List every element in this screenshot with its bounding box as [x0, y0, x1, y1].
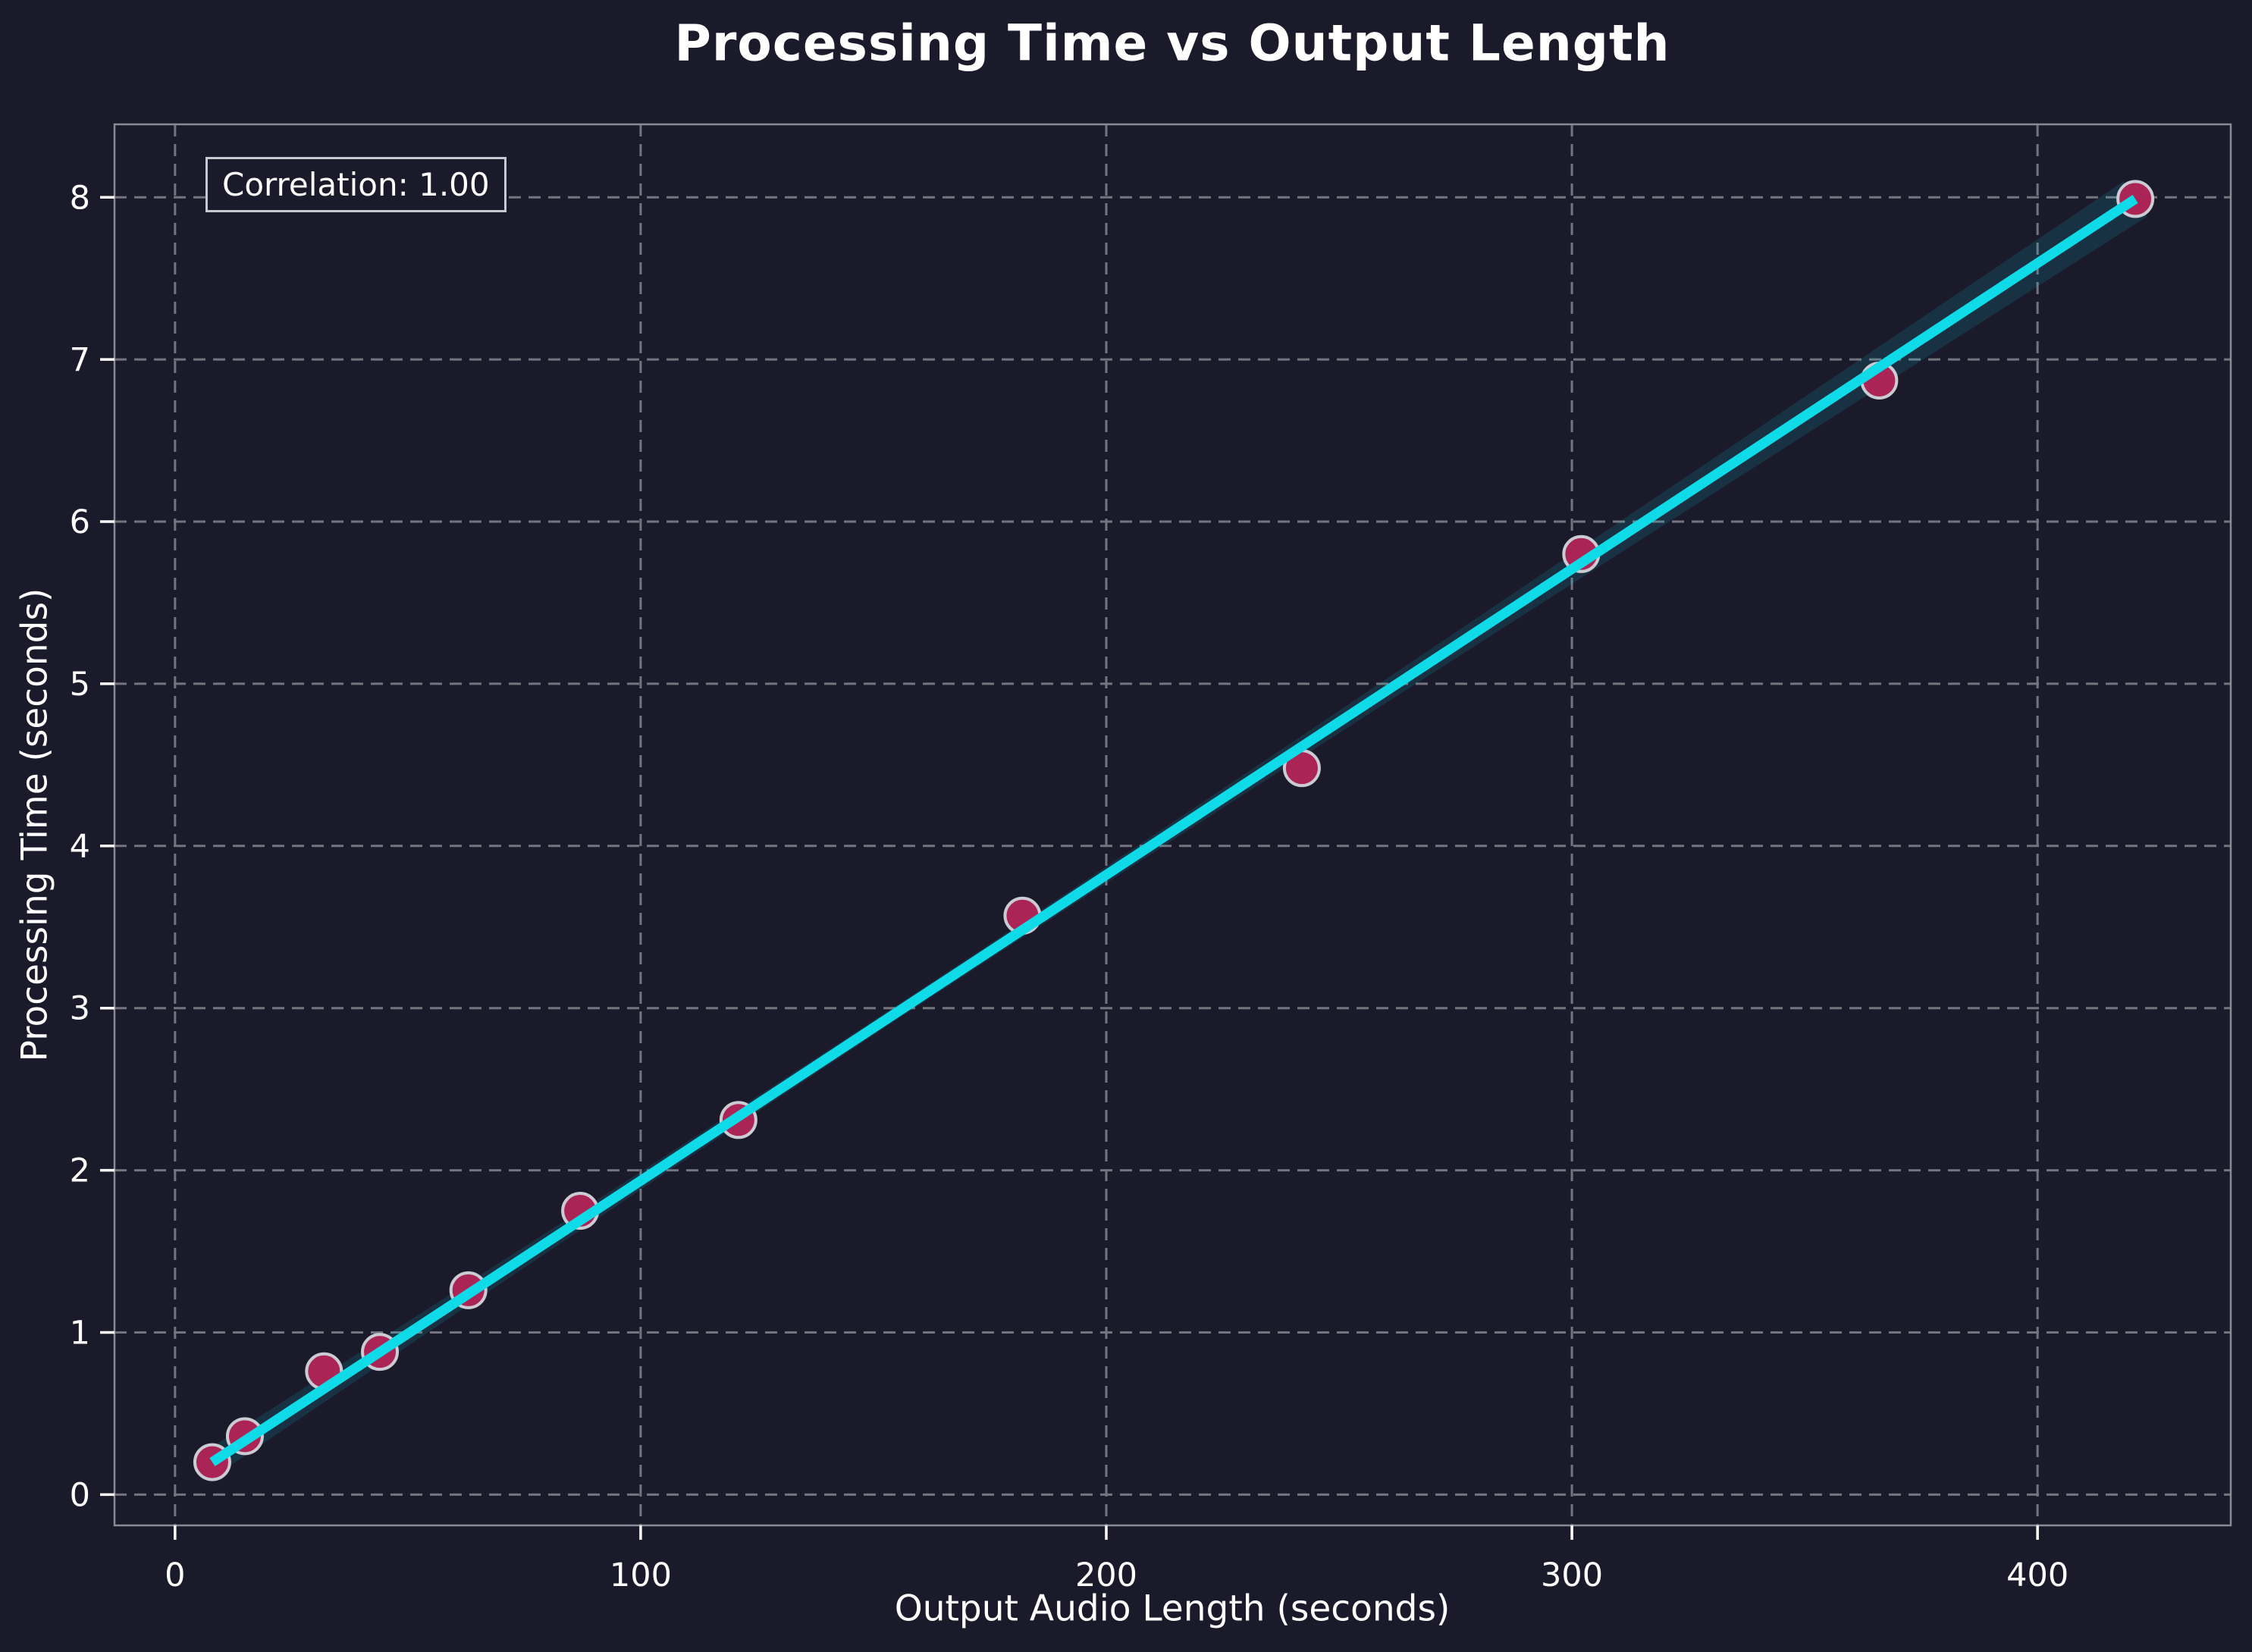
axis-ticks: [100, 196, 2039, 1540]
y-tick-label: 1: [70, 1314, 90, 1352]
correlation-annotation: Correlation: 1.00: [205, 157, 507, 212]
gridlines: [114, 124, 2231, 1525]
y-tick-label: 8: [70, 179, 90, 217]
tick-labels: 0 100 200 300 400 0 1 2 3 4 5 6 7 8: [70, 179, 2069, 1594]
chart-title: Processing Time vs Output Length: [674, 14, 1670, 73]
y-tick-label: 2: [70, 1152, 90, 1190]
x-tick-label: 300: [1541, 1556, 1603, 1594]
x-tick-label: 100: [610, 1556, 672, 1594]
x-tick-label: 200: [1075, 1556, 1137, 1594]
x-tick-label: 0: [165, 1556, 185, 1594]
y-tick-label: 6: [70, 503, 90, 541]
regression-line-layer: [209, 194, 2138, 1467]
y-tick-label: 7: [70, 341, 90, 379]
x-axis-label: Output Audio Length (seconds): [894, 1588, 1451, 1630]
axes-spines: [113, 123, 2232, 1527]
y-tick-label: 3: [70, 990, 90, 1028]
x-tick-label: 400: [2006, 1556, 2069, 1594]
y-tick-label: 0: [70, 1476, 90, 1514]
y-axis-label: Processing Time (seconds): [14, 588, 56, 1062]
regression-line: [209, 194, 2138, 1467]
y-tick-label: 5: [70, 666, 90, 704]
y-tick-label: 4: [70, 828, 90, 866]
plot-border: [113, 123, 2232, 1527]
